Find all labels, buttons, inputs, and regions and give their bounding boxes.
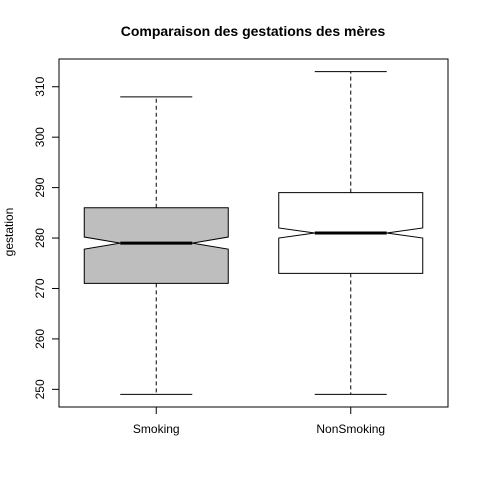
boxes	[83, 71, 424, 395]
y-tick-label: 290	[33, 177, 47, 197]
y-tick-label: 300	[33, 127, 47, 147]
plot-frame	[58, 58, 449, 408]
x-tick-label: Smoking	[133, 422, 180, 436]
x-tick-label: NonSmoking	[316, 422, 385, 436]
y-axis-label: gestation	[2, 208, 16, 257]
y-tick-label: 250	[33, 379, 47, 399]
y-tick-label: 260	[33, 329, 47, 349]
box-body	[83, 207, 229, 284]
y-tick-label: 270	[33, 278, 47, 298]
box-nonsmoking	[278, 71, 424, 395]
y-axis: 250 260 270 280 290 300 310	[33, 76, 59, 399]
box-smoking	[83, 96, 229, 395]
y-tick-label: 310	[33, 76, 47, 96]
chart-title: Comparaison des gestations des mères	[121, 23, 386, 39]
y-tick-label: 280	[33, 228, 47, 248]
x-axis-labels: Smoking NonSmoking	[133, 407, 385, 436]
